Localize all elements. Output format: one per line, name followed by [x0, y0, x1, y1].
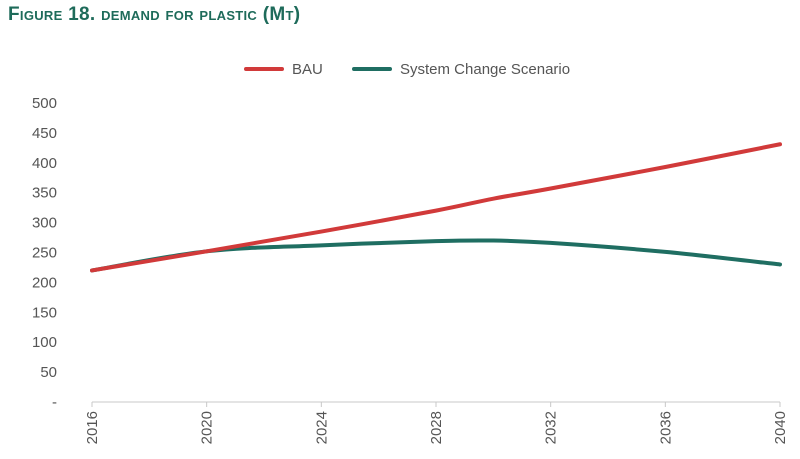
legend-swatch-system-change [352, 67, 392, 71]
title-unit: (Mt) [262, 4, 301, 25]
y-tick-label: 350 [32, 185, 57, 202]
title-text: demand for plastic [101, 4, 258, 25]
y-tick-label: - [52, 394, 57, 411]
series-line-system-change [90, 238, 782, 273]
legend-item-bau: BAU [244, 58, 323, 80]
y-tick-label: 100 [32, 334, 57, 351]
y-tick-label: 150 [32, 304, 57, 321]
legend-label-bau: BAU [292, 60, 323, 78]
legend-item-system-change: System Change Scenario [352, 58, 570, 80]
y-tick-label: 300 [32, 215, 57, 232]
y-tick-label: 450 [32, 125, 57, 142]
x-tick-label: 2040 [772, 411, 789, 444]
legend-swatch-bau [244, 67, 284, 71]
legend-label-system-change: System Change Scenario [400, 60, 571, 78]
figure-number: Figure 18. [8, 4, 96, 25]
chart-title: Figure 18. demand for plastic (Mt) [8, 4, 300, 26]
x-tick-label: 2036 [657, 411, 674, 444]
y-tick-label: 500 [32, 95, 57, 112]
x-tick-label: 2020 [199, 411, 216, 444]
y-tick-label: 200 [32, 274, 57, 291]
y-tick-label: 50 [40, 364, 57, 381]
x-tick-label: 2016 [84, 411, 101, 444]
x-tick-label: 2032 [543, 411, 560, 444]
x-tick-label: 2028 [428, 411, 445, 444]
series-line-bau [90, 142, 782, 273]
legend: BAU System Change Scenario [0, 58, 800, 80]
x-tick-label: 2024 [313, 411, 330, 444]
y-tick-label: 250 [32, 245, 57, 262]
y-tick-label: 400 [32, 155, 57, 172]
